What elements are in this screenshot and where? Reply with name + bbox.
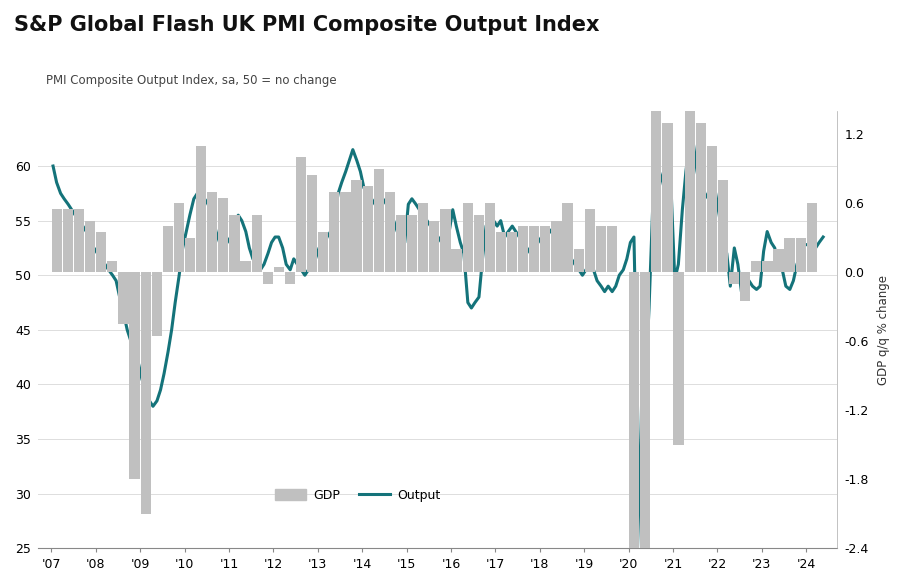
Legend: GDP, Output: GDP, Output: [270, 484, 446, 507]
Bar: [374, 169, 384, 272]
Bar: [340, 192, 350, 272]
Bar: [729, 272, 739, 284]
Bar: [673, 272, 683, 445]
Bar: [307, 175, 318, 272]
Bar: [96, 232, 107, 272]
Bar: [607, 226, 617, 272]
Bar: [174, 203, 184, 272]
Bar: [574, 250, 584, 272]
Bar: [806, 203, 817, 272]
Bar: [185, 238, 195, 272]
Bar: [385, 192, 395, 272]
Bar: [119, 272, 129, 324]
Bar: [241, 261, 251, 272]
Bar: [196, 146, 206, 272]
Bar: [684, 0, 695, 272]
Bar: [52, 209, 62, 272]
Bar: [296, 158, 306, 272]
Bar: [696, 123, 706, 272]
Bar: [496, 232, 506, 272]
Bar: [62, 209, 73, 272]
Bar: [562, 203, 573, 272]
Bar: [152, 272, 162, 336]
Bar: [640, 272, 651, 586]
Bar: [319, 232, 329, 272]
Bar: [473, 215, 484, 272]
Bar: [507, 232, 517, 272]
Bar: [785, 238, 795, 272]
Bar: [107, 261, 118, 272]
Bar: [252, 215, 262, 272]
Text: PMI Composite Output Index, sa, 50 = no change: PMI Composite Output Index, sa, 50 = no …: [46, 74, 337, 87]
Bar: [329, 192, 339, 272]
Bar: [751, 261, 761, 272]
Bar: [485, 203, 495, 272]
Bar: [740, 272, 750, 301]
Bar: [418, 203, 428, 272]
Bar: [652, 0, 662, 272]
Bar: [262, 272, 273, 284]
Text: S&P Global Flash UK PMI Composite Output Index: S&P Global Flash UK PMI Composite Output…: [14, 15, 599, 35]
Bar: [140, 272, 151, 514]
Bar: [429, 221, 440, 272]
Bar: [285, 272, 295, 284]
Bar: [774, 250, 784, 272]
Bar: [551, 221, 562, 272]
Bar: [795, 238, 805, 272]
Bar: [462, 203, 472, 272]
Bar: [540, 226, 550, 272]
Bar: [662, 123, 672, 272]
Bar: [163, 226, 173, 272]
Bar: [395, 215, 406, 272]
Bar: [351, 180, 362, 272]
Bar: [207, 192, 217, 272]
Bar: [718, 180, 729, 272]
Y-axis label: GDP q/q % change: GDP q/q % change: [877, 275, 890, 385]
Bar: [407, 215, 417, 272]
Bar: [585, 209, 595, 272]
Bar: [129, 272, 139, 479]
Bar: [274, 267, 284, 272]
Bar: [518, 226, 529, 272]
Bar: [85, 221, 95, 272]
Bar: [363, 186, 373, 272]
Bar: [218, 197, 228, 272]
Bar: [452, 250, 462, 272]
Bar: [762, 261, 773, 272]
Bar: [629, 272, 639, 560]
Bar: [229, 215, 240, 272]
Bar: [595, 226, 606, 272]
Bar: [529, 226, 539, 272]
Bar: [707, 146, 717, 272]
Bar: [441, 209, 451, 272]
Bar: [74, 209, 84, 272]
